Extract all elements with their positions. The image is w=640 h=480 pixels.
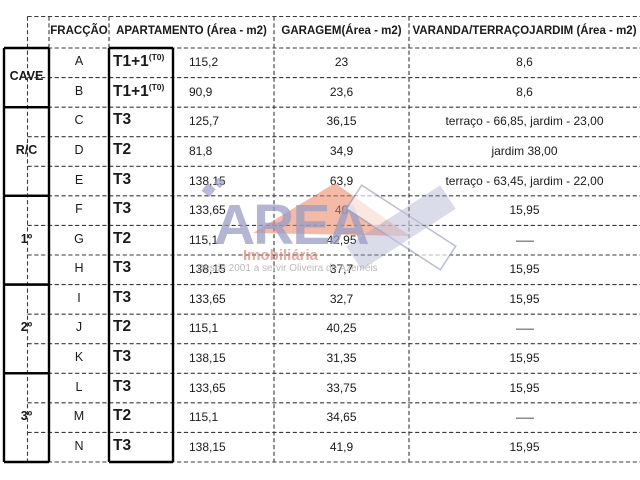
svg-text:Imobiliária: Imobiliária xyxy=(243,247,319,264)
svg-text:Desde 2001 a servir Oliveira d: Desde 2001 a servir Oliveira de Azeméis xyxy=(197,263,378,274)
